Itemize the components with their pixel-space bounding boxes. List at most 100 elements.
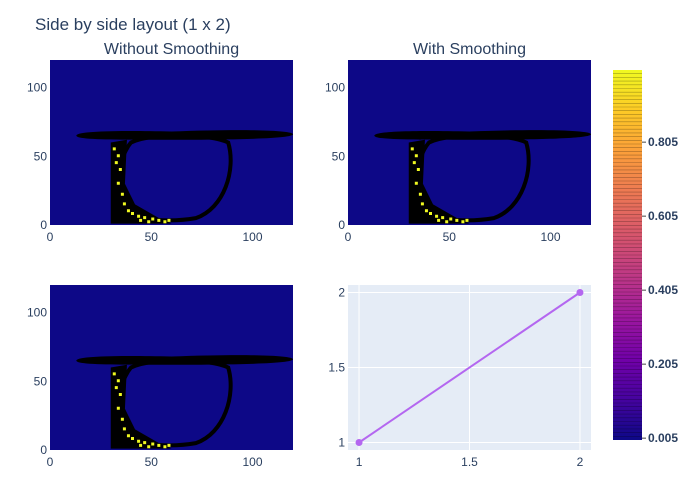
heatmap-highlight-cell: [435, 214, 439, 218]
data-point: [576, 289, 584, 296]
heatmap-highlight-cell: [122, 427, 126, 431]
y-tick-label: 50: [332, 149, 346, 163]
x-tick-label: 50: [145, 455, 159, 469]
heatmap-highlight-cell: [137, 439, 141, 443]
heatmap-highlight-cell: [118, 393, 122, 396]
y-tick-label: 1.5: [328, 361, 345, 375]
heatmap-highlight-cell: [118, 168, 122, 171]
heatmap-highlight-cell: [120, 192, 124, 196]
heatmap-panel-bottom-left: 0 50 100 0 50 100: [27, 285, 293, 469]
heatmap-highlight-cell: [114, 161, 118, 165]
colorbar-tick-label: 0.805: [648, 135, 678, 149]
y-tick-label: 0: [40, 218, 47, 232]
colorbar-tick-label: 0.605: [648, 209, 678, 223]
colorbar-tick-label: 0.205: [648, 357, 678, 371]
heatmap-column-shape: [110, 139, 172, 224]
x-tick-label: 2: [577, 455, 584, 469]
heatmap-highlight-cell: [412, 161, 416, 165]
heatmap-highlight-cell: [112, 147, 116, 151]
heatmap-background: [348, 60, 591, 225]
heatmap-highlight-cell: [120, 417, 124, 421]
heatmap-highlight-cell: [163, 445, 167, 449]
heatmap-highlight-cell: [143, 441, 147, 445]
x-tick-label: 1.5: [461, 455, 478, 469]
heatmap-highlight-cell: [461, 220, 465, 224]
heatmap-column-shape: [110, 364, 172, 449]
heatmap-background: [50, 60, 293, 225]
colorbar-bands: [613, 73, 642, 437]
heatmap-panel-with-smoothing: With Smoothing 0 50 100 0 50 100: [325, 41, 591, 244]
heatmap-highlight-cell: [114, 386, 118, 390]
heatmap-highlight-cell: [410, 147, 414, 151]
x-tick-label: 100: [540, 230, 560, 244]
heatmap-highlight-cell: [445, 220, 449, 224]
colorbar-ticks: 0.005 0.205 0.405 0.605 0.805: [642, 135, 678, 445]
heatmap-highlight-cell: [163, 220, 167, 224]
y-tick-label: 50: [34, 374, 48, 388]
heatmap-highlight-cell: [449, 217, 453, 221]
x-tick-label: 1: [356, 455, 363, 469]
heatmap-highlight-cell: [139, 218, 143, 222]
heatmap-highlight-cell: [414, 181, 418, 185]
heatmap-highlight-cell: [465, 218, 469, 222]
heatmap-highlight-cell: [151, 217, 155, 221]
heatmap-highlight-cell: [151, 442, 155, 446]
heatmap-highlight-cell: [420, 202, 424, 206]
heatmap-highlight-cell: [455, 218, 459, 222]
y-tick-label: 50: [34, 149, 48, 163]
x-tick-label: 0: [47, 230, 54, 244]
heatmap-highlight-cell: [131, 437, 134, 440]
heatmap-highlight-cell: [157, 218, 161, 222]
heatmap-highlight-cell: [116, 406, 120, 410]
heatmap-highlight-cell: [429, 212, 432, 215]
y-tick-label: 1: [338, 436, 345, 450]
heatmap-highlight-cell: [437, 218, 441, 222]
colorbar-tick-label: 0.405: [648, 283, 678, 297]
heatmap-background: [50, 285, 293, 450]
y-tick-label: 2: [338, 286, 345, 300]
heatmap-highlight-cell: [116, 154, 120, 158]
heatmap-highlight-cell: [112, 372, 116, 376]
panel-title: Without Smoothing: [104, 41, 239, 58]
colorbar-tick-label: 0.005: [648, 431, 678, 445]
heatmap-highlight-cell: [122, 202, 126, 206]
colorbar: 0.005 0.205 0.405 0.605 0.805: [613, 70, 678, 445]
x-tick-label: 100: [242, 230, 262, 244]
x-tick-label: 50: [145, 230, 159, 244]
heatmap-highlight-cell: [416, 168, 420, 171]
x-tick-label: 100: [242, 455, 262, 469]
heatmap-highlight-cell: [147, 445, 151, 449]
line-panel: 1 1.5 2 1 1.5 2: [328, 285, 591, 469]
x-tick-label: 50: [443, 230, 457, 244]
heatmap-highlight-cell: [147, 220, 151, 224]
heatmap-highlight-cell: [139, 443, 143, 447]
heatmap-highlight-cell: [157, 443, 161, 447]
panel-title: With Smoothing: [413, 41, 526, 58]
heatmap-highlight-cell: [441, 216, 445, 220]
data-point: [355, 439, 363, 446]
heatmap-highlight-cell: [167, 443, 171, 447]
heatmap-highlight-cell: [167, 218, 171, 222]
colorbar-gradient: [613, 70, 642, 440]
heatmap-panel-without-smoothing: Without Smoothing 0 50 100 0 50 100: [27, 41, 293, 244]
x-tick-label: 0: [345, 230, 352, 244]
y-tick-label: 100: [27, 306, 47, 320]
heatmap-highlight-cell: [143, 216, 147, 220]
heatmap-highlight-cell: [418, 192, 422, 196]
x-tick-label: 0: [47, 455, 54, 469]
heatmap-highlight-cell: [414, 154, 418, 158]
heatmap-highlight-cell: [116, 379, 120, 383]
figure-title: Side by side layout (1 x 2): [35, 15, 231, 34]
heatmap-highlight-cell: [126, 209, 130, 213]
y-tick-label: 100: [325, 81, 345, 95]
heatmap-highlight-cell: [126, 434, 130, 438]
heatmap-highlight-cell: [137, 214, 141, 218]
series-line: [358, 291, 581, 444]
y-tick-label: 0: [338, 218, 345, 232]
heatmap-highlight-cell: [131, 212, 134, 215]
heatmap-column-shape: [408, 139, 470, 224]
heatmap-highlight-cell: [424, 209, 428, 213]
y-tick-label: 0: [40, 443, 47, 457]
y-tick-label: 100: [27, 81, 47, 95]
